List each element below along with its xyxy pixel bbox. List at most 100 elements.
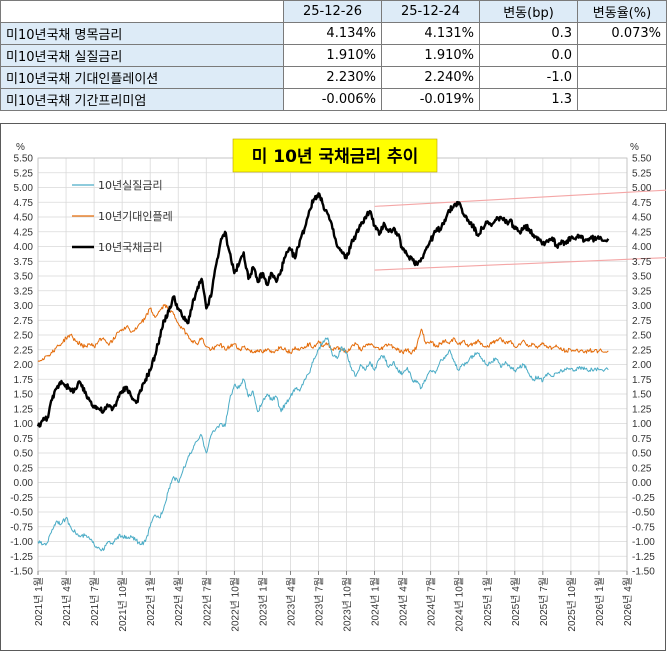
y-tick-label-left: 4.00 <box>14 242 34 253</box>
row-change-pct: 0.073% <box>577 22 667 45</box>
table-row: 미10년국채 기대인플레이션 2.230% 2.240% -1.0 <box>0 66 667 89</box>
row-change-bp: 0.0 <box>479 44 578 67</box>
y-tick-label-left: -0.25 <box>10 493 33 504</box>
x-tick-label: 2025년 4월 <box>510 577 522 626</box>
row-value-1: 4.134% <box>283 22 382 45</box>
row-change-pct <box>577 66 667 89</box>
y-tick-label-left: 0.25 <box>14 463 34 474</box>
y-tick-label-right: 3.50 <box>632 272 652 283</box>
x-tick-label: 2023년 1월 <box>257 577 269 626</box>
table-header-change-pct: 변동율(%) <box>577 0 667 23</box>
y-tick-label-right: 5.50 <box>632 154 652 165</box>
y-tick-label-left: 4.75 <box>14 198 34 209</box>
y-tick-label-left: 2.75 <box>14 316 34 327</box>
table-header-date-1: 25-12-26 <box>283 0 382 23</box>
table-header-blank <box>0 0 284 23</box>
y-tick-label-right: 2.75 <box>632 316 652 327</box>
chart-title-background <box>232 138 438 173</box>
y-tick-label-right: 3.75 <box>632 257 652 268</box>
series-line-breakeven <box>37 303 609 362</box>
x-tick-label: 2025년 7월 <box>538 577 550 626</box>
y-tick-label-left: -0.50 <box>10 508 33 519</box>
y-tick-label-left: 4.50 <box>14 213 34 224</box>
y-tick-label-left: 0.75 <box>14 434 34 445</box>
x-tick-label: 2024년 4월 <box>398 577 410 626</box>
row-label: 미10년국채 기대인플레이션 <box>0 66 284 89</box>
y-tick-label-left: 5.50 <box>14 154 34 165</box>
legend-label-nominal: 10년국채금리 <box>98 241 163 254</box>
y-tick-label-right: 4.00 <box>632 242 652 253</box>
y-tick-label-left: -0.75 <box>10 522 33 533</box>
y-tick-label-left: 0.00 <box>14 478 34 489</box>
table-header-change-bp: 변동(bp) <box>479 0 578 23</box>
y-tick-label-left: 1.50 <box>14 390 34 401</box>
trend-band-line <box>374 257 666 271</box>
row-change-bp: 0.3 <box>479 22 578 45</box>
table-row: 미10년국채 실질금리 1.910% 1.910% 0.0 <box>0 44 667 67</box>
y-tick-label-right: 1.75 <box>632 375 652 386</box>
row-value-1: 2.230% <box>283 66 382 89</box>
y-unit-label-left: % <box>16 142 25 153</box>
y-tick-label-left: 3.00 <box>14 301 34 312</box>
row-value-2: -0.019% <box>381 88 480 111</box>
y-tick-label-right: -0.50 <box>632 508 655 519</box>
y-tick-label-left: 3.50 <box>14 272 34 283</box>
x-tick-label: 2022년 4월 <box>173 577 185 626</box>
row-label: 미10년국채 명목금리 <box>0 22 284 45</box>
y-tick-label-right: -1.25 <box>632 552 655 563</box>
y-tick-label-right: -1.50 <box>632 567 655 578</box>
x-tick-label: 2022년 10월 <box>229 577 241 632</box>
y-tick-label-right: 1.00 <box>632 419 652 430</box>
y-tick-label-right: 1.50 <box>632 390 652 401</box>
y-tick-label-right: -1.00 <box>632 537 655 548</box>
x-tick-label: 2023년 7월 <box>313 577 325 626</box>
x-tick-label: 2021년 7월 <box>89 577 101 626</box>
y-tick-label-left: 5.00 <box>14 183 34 194</box>
chart-grid <box>37 157 628 572</box>
y-tick-label-right: 2.00 <box>632 360 652 371</box>
x-tick-label: 2024년 7월 <box>426 577 438 626</box>
y-tick-label-left: 2.25 <box>14 345 34 356</box>
x-tick-label: 2024년 10월 <box>454 577 466 632</box>
x-tick-label: 2026년 4월 <box>622 577 634 626</box>
y-tick-label-right: 4.25 <box>632 227 652 238</box>
chart-series <box>36 192 610 552</box>
y-tick-label-left: -1.50 <box>10 567 33 578</box>
y-tick-label-right: 3.25 <box>632 286 652 297</box>
legend-label-breakeven: 10년기대인플레 <box>98 210 173 223</box>
row-value-1: 1.910% <box>283 44 382 67</box>
x-tick-label: 2021년 1월 <box>33 577 45 626</box>
row-value-2: 4.131% <box>381 22 480 45</box>
y-tick-label-left: 2.00 <box>14 360 34 371</box>
trend-band-line <box>374 189 666 207</box>
row-change-bp: 1.3 <box>479 88 578 111</box>
legend-label-real: 10년실질금리 <box>98 179 163 192</box>
rate-chart: % % -1.50 -1.50 -1.25 -1.25 -1.00 -1.00 -0.75 -… <box>10 138 666 632</box>
row-change-pct <box>577 88 667 111</box>
y-tick-label-left: 3.25 <box>14 286 34 297</box>
y-tick-label-right: 0.50 <box>632 449 652 460</box>
x-tick-label: 2021년 10월 <box>117 577 129 632</box>
row-change-bp: -1.0 <box>479 66 578 89</box>
y-tick-label-left: -1.25 <box>10 552 33 563</box>
chart-frame <box>0 123 666 651</box>
chart-legend: 10년실질금리 10년기대인플레 10년국채금리 <box>72 179 173 254</box>
x-tick-label: 2024년 1월 <box>370 577 382 626</box>
table-row: 미10년국채 기간프리미엄 -0.006% -0.019% 1.3 <box>0 88 667 111</box>
y-tick-label-right: 5.00 <box>632 183 652 194</box>
x-tick-label: 2025년 1월 <box>482 577 494 626</box>
y-tick-label-left: 4.25 <box>14 227 34 238</box>
chart-title: 미 10년 국채금리 추이 <box>252 147 419 167</box>
table-header-row: 25-12-26 25-12-24 변동(bp) 변동율(%) <box>0 0 667 23</box>
summary-table: 25-12-26 25-12-24 변동(bp) 변동율(%) 미10년국채 명… <box>0 0 667 111</box>
row-value-2: 1.910% <box>381 44 480 67</box>
x-tick-label: 2026년 1월 <box>594 577 606 626</box>
trend-bands <box>374 189 666 271</box>
y-tick-label-left: 1.00 <box>14 419 34 430</box>
y-tick-label-left: 3.75 <box>14 257 34 268</box>
series-line-nominal <box>36 192 610 428</box>
y-tick-label-right: 0.25 <box>632 463 652 474</box>
chart-title-box: 미 10년 국채금리 추이 <box>232 138 438 173</box>
y-tick-label-right: -0.75 <box>632 522 655 533</box>
x-tick-label: 2025년 10월 <box>566 577 578 632</box>
